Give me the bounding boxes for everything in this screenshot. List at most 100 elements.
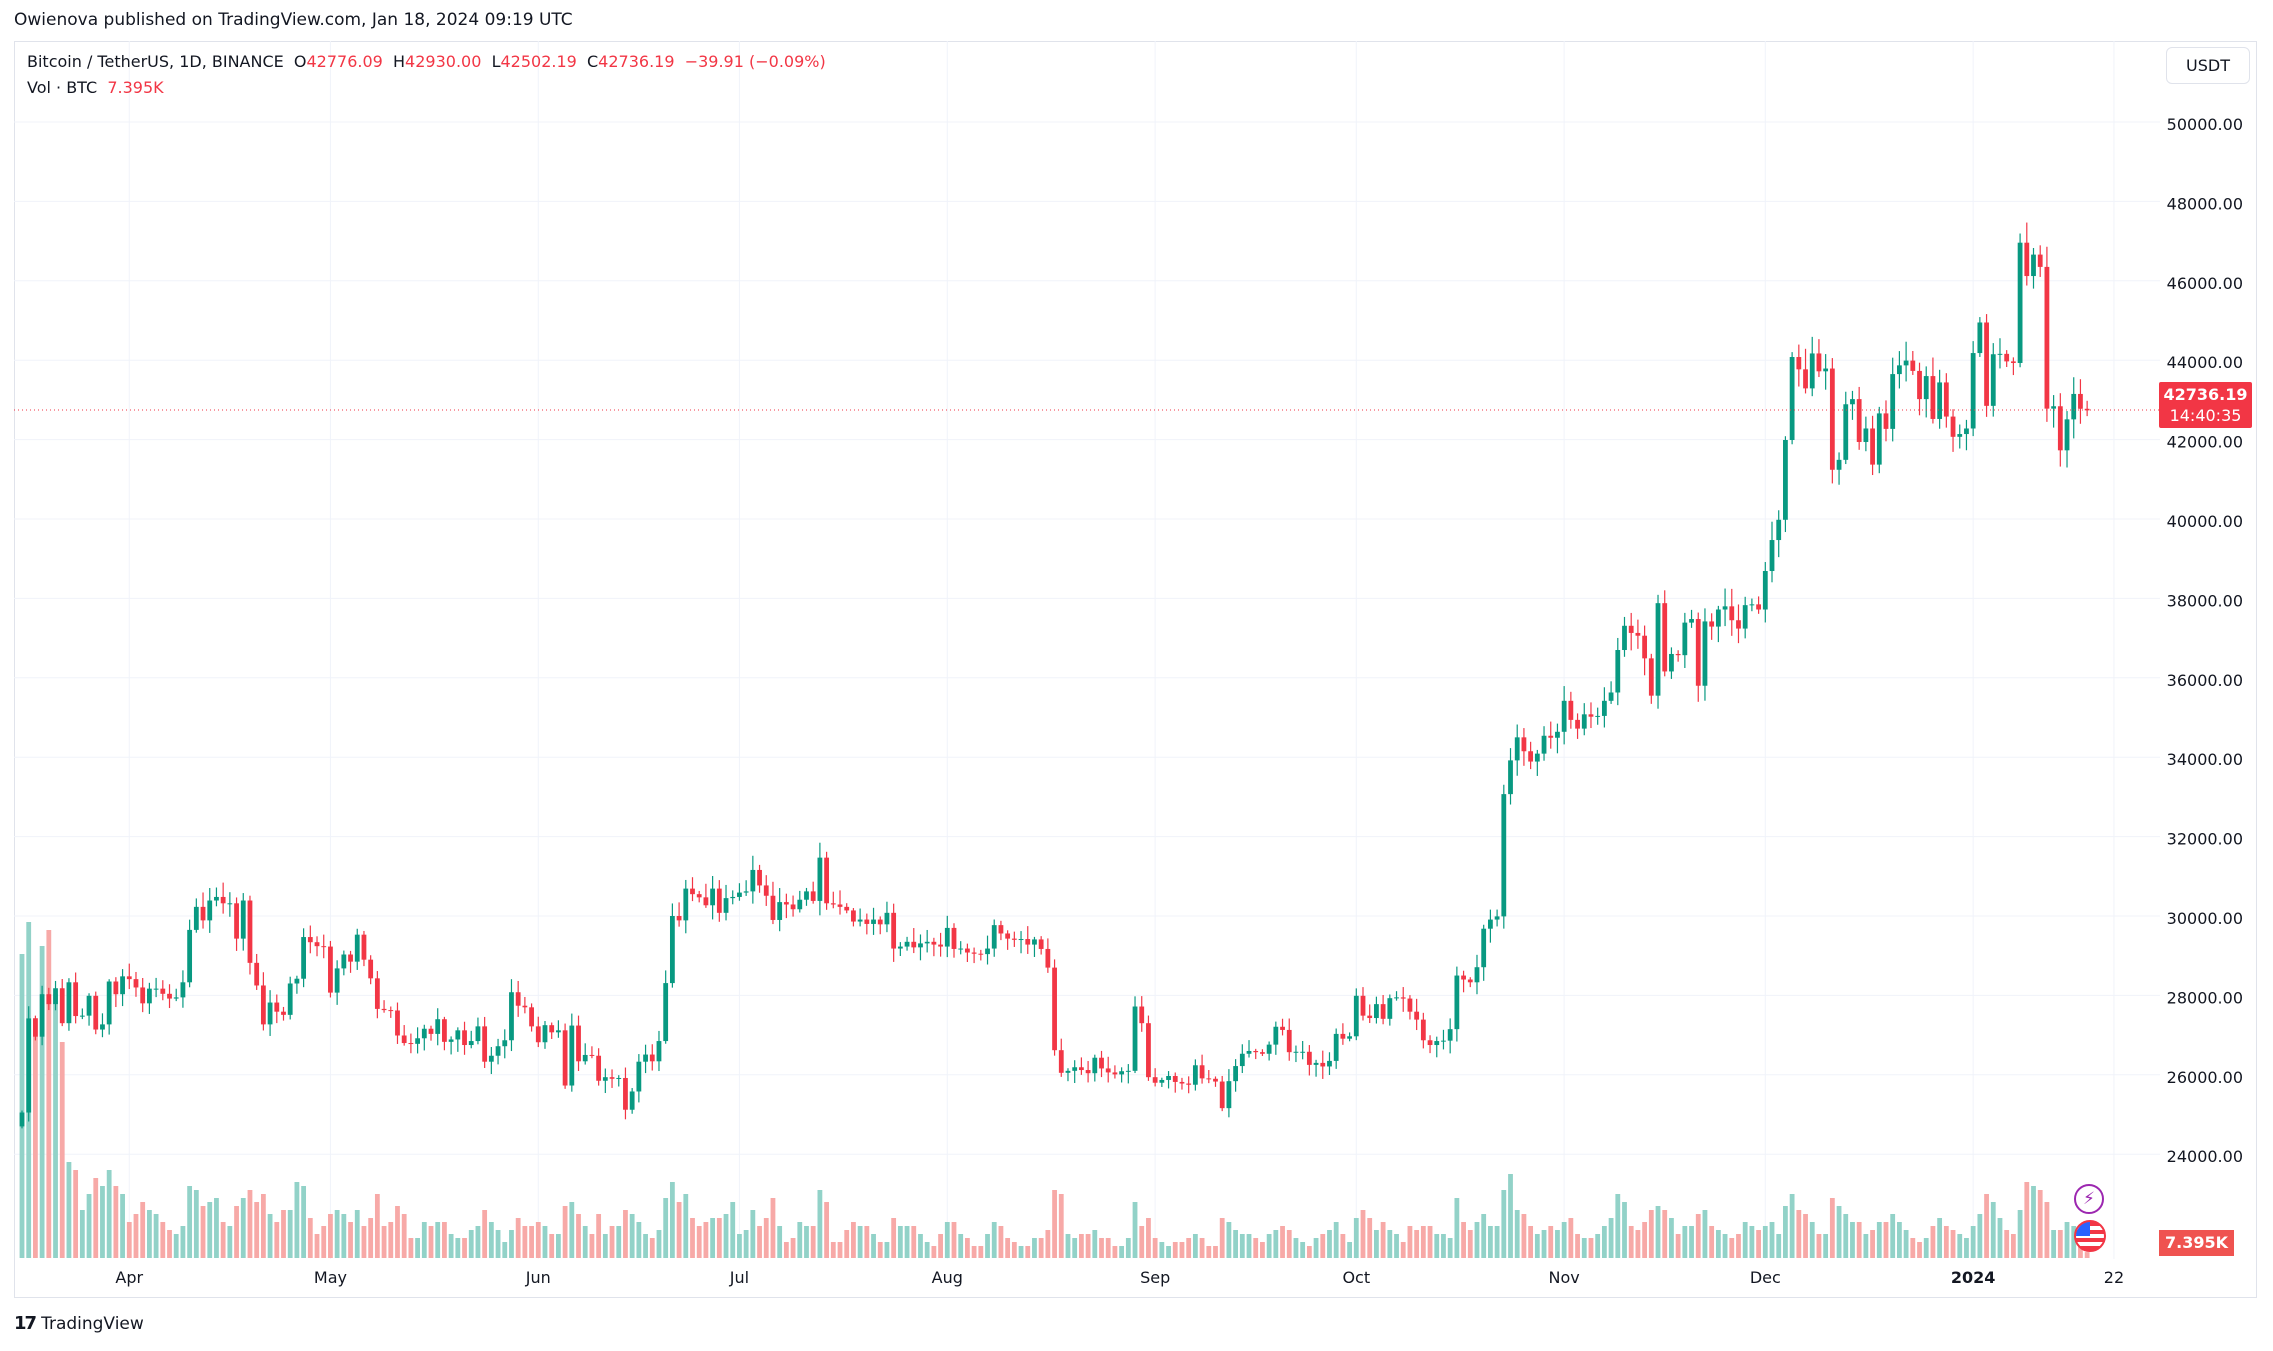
volume-bar: [1360, 1210, 1366, 1258]
candle-body: [1809, 353, 1815, 389]
candle: [1622, 616, 1627, 657]
candle-body: [207, 900, 213, 921]
volume-bar: [93, 1178, 99, 1258]
volume-bar: [79, 1210, 85, 1258]
candle-body: [113, 981, 119, 995]
candle: [824, 851, 829, 910]
x-tick-label: Aug: [932, 1268, 963, 1287]
candle: [743, 880, 749, 896]
candle: [1890, 357, 1896, 442]
open-label: O: [293, 52, 307, 71]
candle-body: [1648, 658, 1654, 696]
us-flag-icon[interactable]: [2074, 1220, 2106, 1252]
candle-body: [86, 995, 92, 1016]
candle: [1005, 930, 1011, 950]
volume-bar: [515, 1218, 521, 1258]
candle: [790, 895, 796, 917]
candle-body: [33, 1018, 38, 1037]
volume-bar: [1300, 1242, 1306, 1258]
volume-bar: [1923, 1238, 1929, 1258]
candle-body: [810, 891, 816, 901]
candle-body: [576, 1025, 581, 1062]
candle-body: [1990, 354, 1996, 406]
candle-body: [1045, 948, 1051, 968]
candle-body: [1333, 1033, 1339, 1061]
candle: [2044, 246, 2050, 422]
volume-bar: [1595, 1234, 1601, 1258]
candle-body: [442, 1019, 447, 1042]
candle: [1635, 619, 1641, 649]
candle-body: [683, 888, 689, 921]
candle: [428, 1025, 434, 1041]
volume-bar: [938, 1234, 943, 1258]
candle-body: [1400, 997, 1406, 999]
candle-body: [1622, 625, 1627, 651]
candle-body: [240, 900, 246, 939]
candle-body: [482, 1026, 488, 1062]
volume-bar: [281, 1210, 286, 1258]
candle: [1092, 1054, 1098, 1082]
candle: [1119, 1067, 1125, 1083]
volume-bar: [1555, 1230, 1560, 1258]
candle: [985, 935, 990, 965]
candle-body: [609, 1077, 615, 1079]
candle: [1454, 966, 1460, 1042]
candle: [455, 1027, 461, 1052]
candle-body: [361, 934, 367, 960]
candle: [401, 1025, 407, 1046]
candle: [1514, 724, 1520, 776]
candle-body: [1883, 413, 1889, 429]
symbol-legend[interactable]: Bitcoin / TetherUS, 1D, BINANCE O42776.0…: [27, 52, 826, 71]
candle: [167, 984, 172, 1009]
candle: [234, 897, 239, 951]
volume-bar: [1125, 1238, 1131, 1258]
volume-bar: [1213, 1246, 1218, 1258]
candle: [723, 884, 729, 921]
candle-body: [649, 1054, 655, 1062]
candle: [1327, 1052, 1332, 1076]
candle: [1273, 1021, 1279, 1055]
candle-body: [951, 927, 957, 949]
candle: [1360, 987, 1366, 1021]
tradingview-logo[interactable]: 17 TradingView: [14, 1313, 144, 1334]
candle-body: [636, 1061, 642, 1092]
candle: [2051, 395, 2057, 428]
volume-bar: [274, 1222, 280, 1258]
volume-bar: [1320, 1234, 1326, 1258]
volume-bar: [1394, 1234, 1399, 1258]
volume-bar: [535, 1222, 541, 1258]
time-axis[interactable]: Apr May Jun Jul Aug Sep Oct Nov Dec 2024 22: [115, 1268, 2124, 1287]
volume-bar: [1065, 1234, 1071, 1258]
candle-body: [193, 906, 199, 930]
candle: [911, 928, 917, 954]
candle: [1266, 1041, 1272, 1061]
candle: [220, 882, 226, 914]
candle: [951, 923, 957, 958]
volume-bar: [2037, 1190, 2043, 1258]
volume-bar: [2004, 1230, 2010, 1258]
volume-bar: [851, 1222, 856, 1258]
volume-bar: [46, 930, 52, 1258]
candle-body: [1635, 632, 1641, 636]
volume-bar: [1964, 1238, 1969, 1258]
candle: [1132, 996, 1138, 1074]
candle: [1709, 613, 1715, 640]
volume-bar: [1340, 1234, 1346, 1258]
volume-bar: [442, 1222, 447, 1258]
candle-body: [971, 952, 977, 954]
volume-bar: [435, 1222, 441, 1258]
volume-bar: [1796, 1210, 1802, 1258]
candle: [2004, 350, 2010, 367]
volume-legend[interactable]: Vol · BTC 7.395K: [27, 78, 164, 97]
currency-button[interactable]: USDT: [2166, 47, 2250, 84]
candle-body: [1608, 692, 1614, 701]
chart-pane[interactable]: [14, 41, 2257, 1298]
candle-body: [663, 983, 669, 1042]
volume-bar: [73, 1170, 79, 1258]
candle: [1152, 1068, 1158, 1087]
candle-body: [877, 919, 883, 925]
price-axis[interactable]: 50000.00 48000.00 46000.00 44000.00 42000.00…: [2167, 115, 2243, 1166]
volume-bar: [1970, 1226, 1976, 1258]
lightning-icon[interactable]: ⚡: [2074, 1184, 2104, 1214]
